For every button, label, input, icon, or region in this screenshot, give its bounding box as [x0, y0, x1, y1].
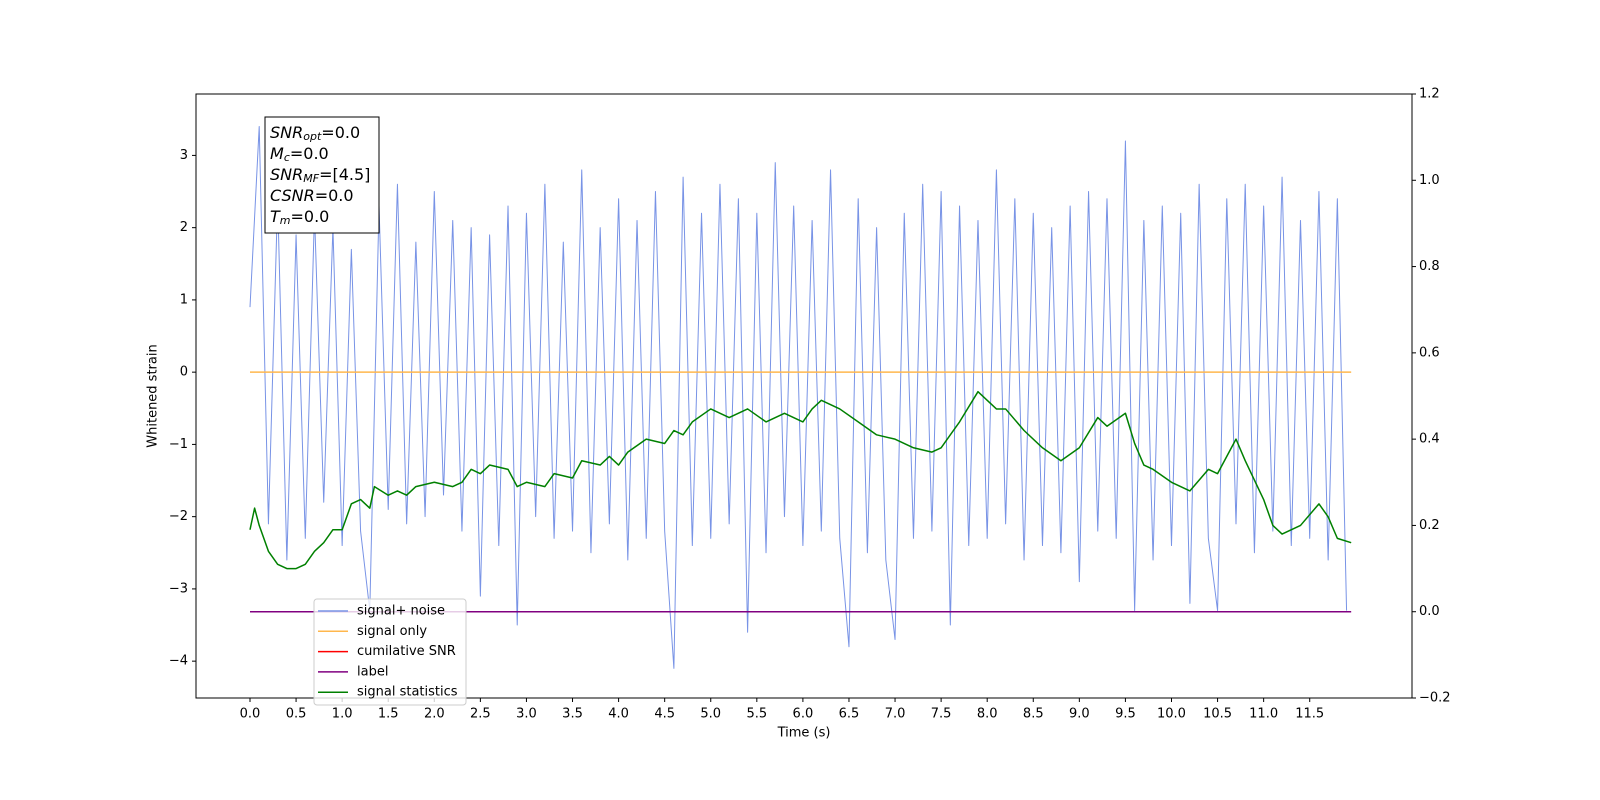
legend-label: signal only — [357, 624, 427, 639]
x-tick-label: 4.0 — [608, 707, 629, 722]
x-tick-label: 8.0 — [977, 707, 998, 722]
x-axis-label: Time (s) — [777, 726, 831, 741]
legend — [313, 598, 467, 706]
annotation: SNRopt=0.0 — [270, 123, 360, 144]
y2-tick-label: 0.6 — [1419, 345, 1440, 360]
y2-tick-label: 0.2 — [1419, 518, 1440, 533]
annotation-symbol: SNR — [270, 165, 303, 184]
x-tick-label: 11.0 — [1249, 707, 1278, 722]
annotation-subscript: opt — [303, 130, 322, 143]
annotation-value: =[4.5] — [319, 165, 370, 184]
x-tick-label: 3.5 — [562, 707, 583, 722]
x-tick-label: 11.5 — [1295, 707, 1324, 722]
y2-tick-label: 0.4 — [1419, 432, 1440, 447]
annotation-symbol: M — [270, 144, 284, 163]
x-tick-label: 0.0 — [240, 707, 261, 722]
annotation-symbol: CSNR — [270, 186, 315, 205]
x-tick-label: 0.5 — [286, 707, 307, 722]
legend-label: cumilative SNR — [357, 644, 456, 659]
legend-label: signal+ noise — [357, 604, 445, 619]
y-tick-label: −3 — [169, 581, 188, 596]
plot-frame — [195, 93, 1413, 699]
annotation: SNRMF=[4.5] — [270, 165, 370, 186]
y-axis-label: Whitened strain — [146, 344, 161, 447]
x-tick-label: 4.5 — [654, 707, 675, 722]
series-line — [249, 390, 1352, 570]
y2-tick-label: 1.2 — [1419, 87, 1440, 102]
annotation-subscript: MF — [303, 172, 319, 185]
y-tick-label: 2 — [180, 220, 188, 235]
x-tick-label: 1.5 — [378, 707, 399, 722]
annotation: Tm=0.0 — [270, 207, 329, 228]
y-tick-label: 1 — [180, 292, 188, 307]
x-tick-label: 10.0 — [1157, 707, 1186, 722]
annotation: CSNR=0.0 — [270, 186, 354, 205]
x-tick-label: 1.0 — [332, 707, 353, 722]
annotation-subscript: m — [280, 214, 291, 227]
x-tick-label: 2.5 — [470, 707, 491, 722]
y2-tick-label: −0.2 — [1419, 691, 1451, 706]
x-tick-label: 10.5 — [1203, 707, 1232, 722]
series-line — [249, 126, 1348, 669]
annotation-value: =0.0 — [315, 186, 354, 205]
y-tick-label: 3 — [180, 148, 188, 163]
x-tick-label: 6.5 — [839, 707, 860, 722]
annotation-box — [264, 116, 380, 234]
x-tick-label: 5.0 — [700, 707, 721, 722]
y-tick-label: 0 — [180, 365, 188, 380]
annotation-symbol: SNR — [270, 123, 303, 142]
x-tick-label: 3.0 — [516, 707, 537, 722]
annotation-value: =0.0 — [291, 207, 330, 226]
x-tick-label: 6.0 — [793, 707, 814, 722]
y2-tick-label: 0.8 — [1419, 259, 1440, 274]
x-tick-label: 8.5 — [1023, 707, 1044, 722]
annotation-symbol: T — [270, 207, 281, 226]
y-tick-label: −2 — [169, 509, 188, 524]
annotation-subscript: c — [284, 151, 290, 164]
x-tick-label: 5.5 — [746, 707, 767, 722]
x-tick-label: 7.0 — [885, 707, 906, 722]
y-tick-label: −1 — [169, 437, 188, 452]
legend-label: signal statistics — [357, 685, 458, 700]
x-tick-label: 9.0 — [1069, 707, 1090, 722]
annotation-value: =0.0 — [321, 123, 360, 142]
x-tick-label: 9.5 — [1115, 707, 1136, 722]
y2-tick-label: 0.0 — [1419, 604, 1440, 619]
y-tick-label: −4 — [169, 654, 188, 669]
x-tick-label: 7.5 — [931, 707, 952, 722]
x-tick-label: 2.0 — [424, 707, 445, 722]
y2-tick-label: 1.0 — [1419, 173, 1440, 188]
legend-label: label — [357, 664, 388, 679]
annotation: Mc=0.0 — [270, 144, 329, 165]
annotation-value: =0.0 — [290, 144, 329, 163]
